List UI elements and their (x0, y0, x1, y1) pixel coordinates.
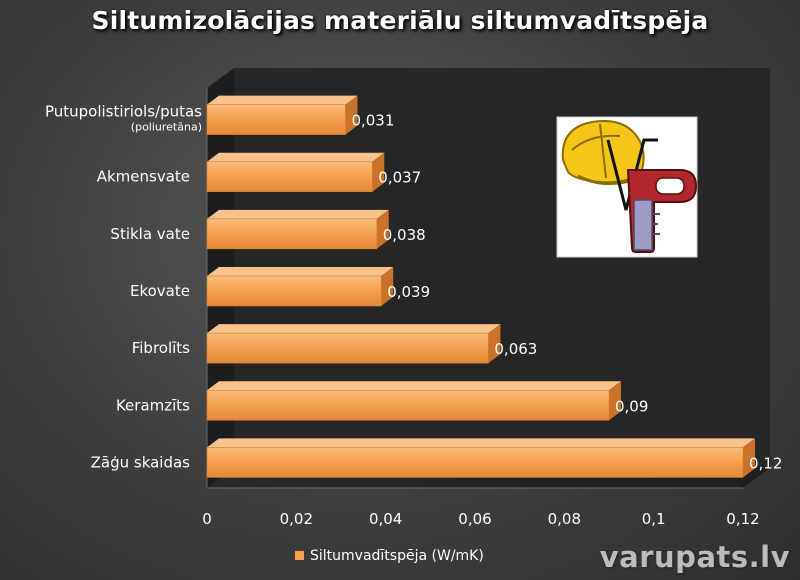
category-label: Fibrolīts (132, 339, 190, 357)
bar (206, 275, 382, 307)
bar-top-face (207, 152, 385, 162)
value-label: 0,031 (351, 112, 394, 130)
category-label: Akmensvate (97, 168, 190, 186)
x-tick-label: 0,1 (642, 510, 666, 528)
watermark: varupats.lv (599, 540, 790, 574)
x-axis-ticks: 0 0,02 0,04 0,06 0,08 0,1 0,12 (202, 510, 759, 528)
legend-label: Siltumvadītspēja (W/mK) (310, 548, 484, 564)
bars-group (206, 95, 755, 478)
category-label: Stikla vate (110, 225, 190, 243)
helmet-key-logo (556, 116, 698, 258)
value-labels: 0,031 0,037 0,038 0,039 0,063 0,09 0,12 (351, 112, 782, 473)
bar-top-face (207, 266, 394, 276)
x-tick-label: 0,12 (726, 510, 759, 528)
x-tick-label: 0,04 (369, 510, 402, 528)
category-labels: Putupolistiriols/putas (poliuretāna) Akmen… (45, 103, 202, 472)
legend: Siltumvadītspēja (W/mK) (295, 548, 484, 564)
chart-title: Siltumizolācijas materiālu siltumvadītsp… (91, 6, 709, 35)
bar (206, 332, 489, 364)
value-label: 0,12 (749, 454, 782, 472)
bar-end-face (372, 152, 385, 192)
bar (206, 218, 378, 250)
category-label: Keramzīts (116, 396, 190, 414)
bar-end-face (345, 95, 358, 135)
x-tick-label: 0,08 (548, 510, 581, 528)
x-tick-label: 0,06 (458, 510, 491, 528)
bar (206, 104, 346, 135)
value-label: 0,038 (383, 226, 426, 244)
bar-end-face (381, 266, 394, 306)
value-label: 0,09 (615, 397, 648, 415)
value-label: 0,063 (494, 340, 537, 358)
category-label: Zāģu skaidas (91, 453, 191, 471)
x-tick-label: 0,02 (280, 510, 313, 528)
bar-end-face (743, 438, 755, 478)
bar-end-face (376, 209, 389, 249)
bar-top-face (207, 209, 389, 219)
bar (206, 389, 610, 421)
bar-top-face (207, 324, 501, 334)
bar (206, 447, 744, 478)
bar (206, 161, 373, 193)
bar-top-face (207, 381, 621, 391)
value-label: 0,039 (387, 283, 430, 301)
value-label: 0,037 (378, 169, 421, 187)
bar-end-face (488, 324, 501, 364)
category-label: Putupolistiriols/putas (poliuretāna) (45, 103, 202, 134)
legend-swatch (295, 551, 304, 560)
bar-top-face (207, 438, 755, 448)
bar-end-face (609, 381, 621, 421)
bar-top-face (207, 95, 358, 105)
x-tick-label: 0 (202, 510, 212, 528)
category-label: Ekovate (130, 282, 190, 300)
